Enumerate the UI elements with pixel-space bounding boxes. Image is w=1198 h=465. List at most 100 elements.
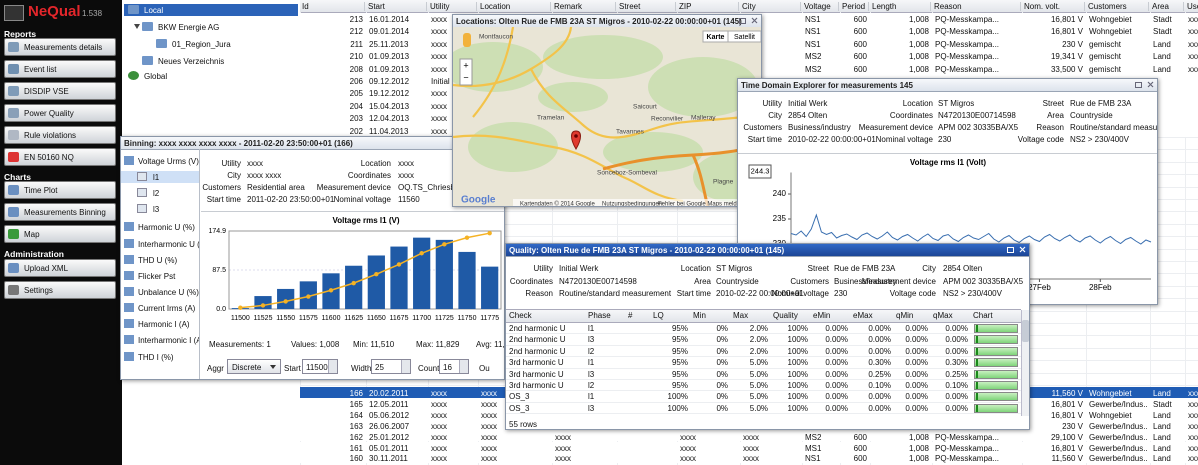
close-icon (1019, 246, 1026, 253)
table-row[interactable]: 2nd harmonic U l3 95% 0% 2.0% 100% 0.00% 0.00% 0… (506, 333, 1021, 346)
column-header[interactable]: Quality (773, 311, 798, 320)
nav-button[interactable]: DISDIP VSE (4, 82, 116, 100)
table-row[interactable]: 3rd harmonic U l3 95% 0% 5.0% 100% 0.00% 0.25% 0… (506, 368, 1021, 380)
table-row[interactable]: OS_3 l1 100% 0% 5.0% 100% 0.00% 0.00% 0.00% 0.00% (506, 390, 1021, 403)
nav-button[interactable]: Measurements Binning (4, 203, 116, 221)
tree-item[interactable]: Harmonic I (A) (121, 318, 199, 330)
column-header[interactable]: eMin (813, 311, 831, 320)
table-row[interactable]: 3rd harmonic U l2 95% 0% 5.0% 100% 0.00% 0.10% 0… (506, 379, 1021, 392)
tree-item[interactable]: l2 (121, 187, 199, 199)
close-icon (751, 17, 758, 24)
scroll-thumb[interactable] (1022, 320, 1029, 342)
table-row[interactable]: 160 30.11.2011 xxxx xxxx xxxx xxxx xxxx NS1 600 1… (300, 452, 1198, 463)
column-header[interactable]: Period (842, 2, 869, 11)
column-header[interactable]: Street (619, 2, 676, 11)
close-button[interactable] (1019, 246, 1026, 253)
column-header[interactable]: Check (509, 311, 532, 320)
column-header[interactable]: LQ (653, 311, 664, 320)
column-header[interactable]: Id (302, 2, 365, 11)
column-header[interactable]: Voltage (804, 2, 839, 11)
table-row[interactable]: 2nd harmonic U l2 95% 0% 2.0% 100% 0.00% 0.00% 0… (506, 345, 1021, 358)
column-header[interactable]: City (742, 2, 801, 11)
tree-item[interactable]: Interharmonic I (A) (121, 334, 199, 346)
column-header[interactable]: Reason (934, 2, 1021, 11)
column-header[interactable]: Start (368, 2, 427, 11)
column-header[interactable]: Customers (1088, 2, 1149, 11)
tree-item[interactable]: Interharmonic U (%) (121, 238, 199, 250)
column-header[interactable]: # (628, 311, 633, 320)
tree-item[interactable]: l3 (121, 203, 199, 215)
column-header[interactable]: Utility (430, 2, 477, 11)
column-header[interactable]: qMax (933, 311, 953, 320)
column-header[interactable]: Remark (554, 2, 616, 11)
table-cell: xxxx (481, 432, 497, 442)
nav-button[interactable]: Settings (4, 281, 116, 299)
nav-icon (8, 130, 19, 140)
column-header[interactable]: eMax (853, 311, 873, 320)
info-label: City (922, 264, 936, 273)
table-cell: NS1 (805, 454, 821, 464)
nav-button[interactable]: Power Quality (4, 104, 116, 122)
table-cell: xxxx (1188, 64, 1198, 74)
tree-item[interactable]: Local (124, 4, 298, 16)
info-label: Voltage code (889, 289, 936, 298)
table-row[interactable]: 161 05.01.2011 xxxx xxxx xxxx xxxx xxxx MS1 600 1… (300, 441, 1198, 453)
table-cell: 01.09.2013 (369, 64, 410, 74)
table-row[interactable]: 162 25.01.2012 xxxx xxxx xxxx xxxx xxxx MS2 600 1… (300, 430, 1198, 442)
maximize-button[interactable] (1007, 247, 1014, 253)
table-cell: xxxx (680, 454, 696, 464)
tree-item[interactable]: Voltage Urms (V) (121, 155, 199, 167)
nav-button[interactable]: Time Plot (4, 181, 116, 199)
tree-item[interactable]: Harmonic U (%) (121, 221, 199, 233)
tree-item[interactable]: Unbalance U (%) (121, 286, 199, 298)
place-label: Montfaucon (479, 34, 513, 41)
tree-item[interactable]: Flicker Pst (121, 270, 199, 282)
column-header[interactable]: qMin (896, 311, 914, 320)
nav-button[interactable]: Upload XML (4, 259, 116, 277)
column-header[interactable]: Location (480, 2, 551, 11)
maximize-button[interactable] (1135, 82, 1142, 88)
column-header[interactable]: Phase (588, 311, 611, 320)
nav-button[interactable]: Rule violations (4, 126, 116, 144)
column-header[interactable]: Max (733, 311, 749, 320)
nav-button[interactable]: Event list (4, 60, 116, 78)
spinner-input[interactable]: 11500 (302, 359, 338, 374)
table-cell: 05.06.2012 (369, 410, 410, 420)
tree-item[interactable]: 01_Region_Jura (124, 38, 298, 50)
spinner-input[interactable]: 16 (439, 359, 469, 374)
table-cell: MS1 (805, 443, 822, 453)
nav-button[interactable]: Measurements details (4, 38, 116, 56)
column-header[interactable]: Chart (973, 311, 993, 320)
input-value: 25 (375, 363, 384, 372)
table-row[interactable]: OS_3 l3 100% 0% 5.0% 100% 0.00% 0.00% 0.00% 0.00% (506, 402, 1021, 415)
tree-item[interactable]: Neues Verzeichnis (124, 55, 298, 67)
column-header[interactable]: Area (1152, 2, 1184, 11)
nav-label: DISDIP VSE (24, 87, 69, 96)
column-header[interactable]: Length (872, 2, 931, 11)
tree-item[interactable]: THD I (%) (121, 351, 199, 363)
tree-item[interactable]: Current Irms (A) (121, 302, 199, 314)
table-cell: xxxx (481, 410, 497, 420)
map-footer-text: Fehler bei Google Maps melden (658, 202, 743, 207)
tree-item[interactable]: BKW Energie AG (124, 21, 298, 33)
table-cell: 600 (853, 64, 867, 74)
table-cell: Land (1153, 421, 1171, 431)
table-row[interactable]: 2nd harmonic U l1 95% 0% 2.0% 100% 0.00% 0.00% 0… (506, 322, 1021, 335)
aggr-dropdown[interactable]: Discrete (227, 359, 281, 374)
tree-item[interactable]: l1 (121, 171, 199, 183)
close-button[interactable] (1147, 81, 1154, 88)
nav-button[interactable]: EN 50160 NQ (4, 148, 116, 166)
maximize-button[interactable] (739, 18, 746, 24)
tree-item[interactable]: Global (124, 70, 298, 82)
column-header[interactable]: ZIP (679, 2, 739, 11)
table-row[interactable]: 3rd harmonic U l1 95% 0% 5.0% 100% 0.00% 0.30% 0… (506, 356, 1021, 369)
table-cell: 100% (787, 335, 808, 345)
close-button[interactable] (751, 17, 758, 24)
column-header[interactable]: Nom. volt. (1024, 2, 1085, 11)
column-header[interactable]: User (1187, 2, 1198, 11)
y-tick-label: 174.9 (208, 228, 226, 235)
spinner-input[interactable]: 25 (371, 359, 411, 374)
column-header[interactable]: Min (693, 311, 706, 320)
nav-button[interactable]: Map (4, 225, 116, 243)
tree-item[interactable]: THD U (%) (121, 254, 199, 266)
